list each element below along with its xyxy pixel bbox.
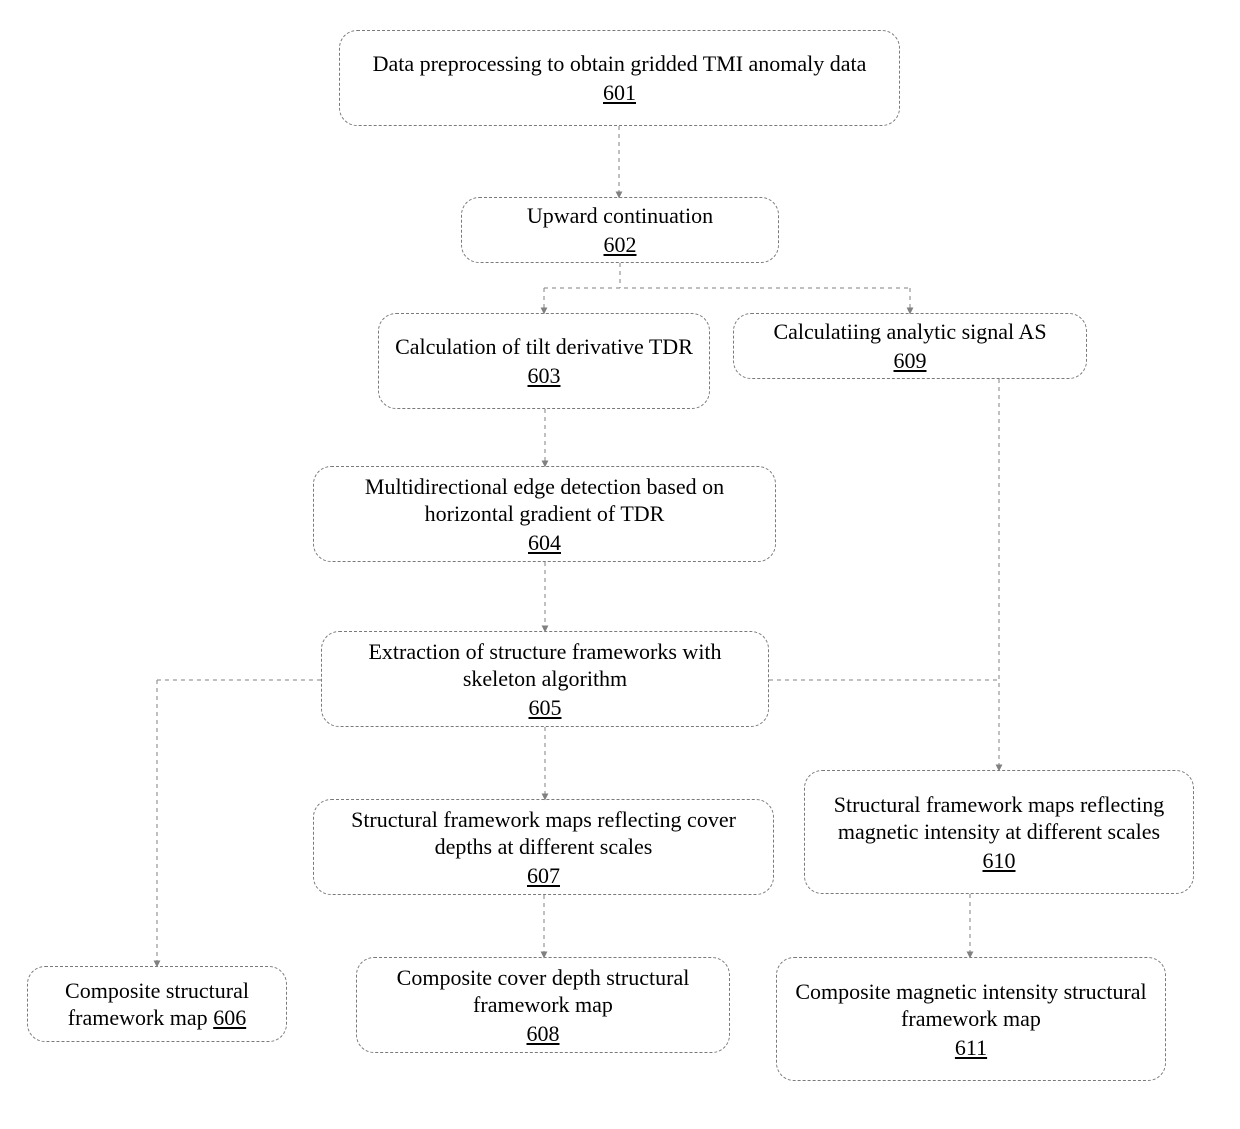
node-602-num: 602 bbox=[604, 232, 637, 258]
node-610: Structural framework maps reflecting mag… bbox=[804, 770, 1194, 894]
node-603: Calculation of tilt derivative TDR 603 bbox=[378, 313, 710, 409]
node-601: Data preprocessing to obtain gridded TMI… bbox=[339, 30, 900, 126]
node-609: Calculatiing analytic signal AS 609 bbox=[733, 313, 1087, 379]
node-609-num: 609 bbox=[894, 348, 927, 374]
node-601-num: 601 bbox=[603, 80, 636, 106]
node-607: Structural framework maps reflecting cov… bbox=[313, 799, 774, 895]
node-604: Multidirectional edge detection based on… bbox=[313, 466, 776, 562]
node-606-num: 606 bbox=[213, 1005, 246, 1030]
node-606: Composite structural framework map 606 bbox=[27, 966, 287, 1042]
node-608: Composite cover depth structural framewo… bbox=[356, 957, 730, 1053]
node-610-label: Structural framework maps reflecting mag… bbox=[817, 791, 1181, 846]
node-601-label: Data preprocessing to obtain gridded TMI… bbox=[373, 50, 867, 78]
node-607-num: 607 bbox=[527, 863, 560, 889]
node-602-label: Upward continuation bbox=[527, 202, 713, 230]
node-611: Composite magnetic intensity structural … bbox=[776, 957, 1166, 1081]
node-607-label: Structural framework maps reflecting cov… bbox=[326, 806, 761, 861]
node-603-label: Calculation of tilt derivative TDR bbox=[395, 333, 693, 361]
node-611-label: Composite magnetic intensity structural … bbox=[789, 978, 1153, 1033]
node-605: Extraction of structure frameworks with … bbox=[321, 631, 769, 727]
node-608-num: 608 bbox=[527, 1021, 560, 1047]
node-605-label: Extraction of structure frameworks with … bbox=[334, 638, 756, 693]
node-603-num: 603 bbox=[528, 363, 561, 389]
node-611-num: 611 bbox=[955, 1035, 987, 1061]
node-604-label: Multidirectional edge detection based on… bbox=[326, 473, 763, 528]
node-605-num: 605 bbox=[529, 695, 562, 721]
node-609-label: Calculatiing analytic signal AS bbox=[773, 318, 1046, 346]
node-606-label: Composite structural framework map 606 bbox=[40, 977, 274, 1032]
node-602: Upward continuation 602 bbox=[461, 197, 779, 263]
node-608-label: Composite cover depth structural framewo… bbox=[369, 964, 717, 1019]
node-610-num: 610 bbox=[983, 848, 1016, 874]
node-604-num: 604 bbox=[528, 530, 561, 556]
